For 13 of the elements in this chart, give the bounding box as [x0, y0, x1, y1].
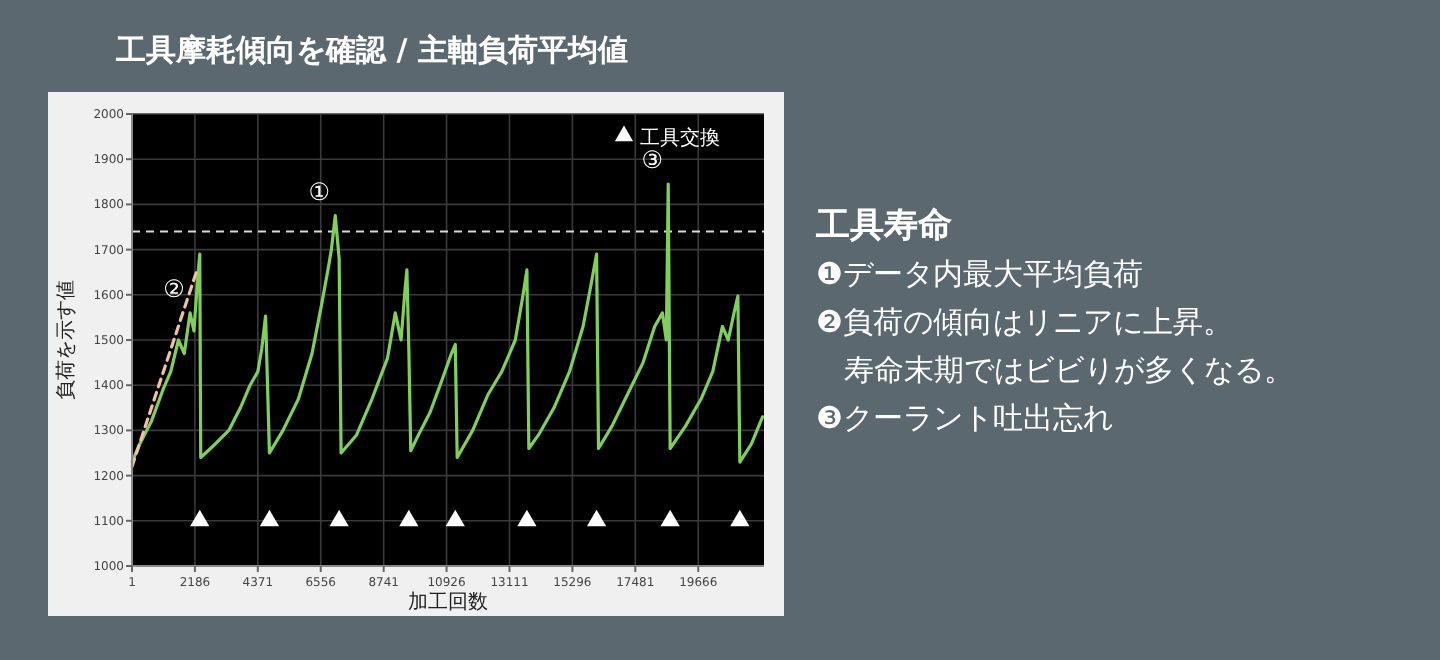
- x-axis-title: 加工回数: [408, 590, 488, 614]
- line-series: [130, 182, 765, 464]
- annotation: ③: [641, 146, 663, 175]
- text: 工具寿命: [814, 206, 952, 246]
- text: ❸クーラント吐出忘れ: [816, 400, 1113, 436]
- annotation: ①: [308, 177, 331, 206]
- text: ❷負荷の傾向はリニアに上昇。: [816, 304, 1233, 340]
- text: 寿命末期ではビビりが多くなる。: [844, 352, 1294, 388]
- legend-label: 工具交換: [640, 126, 720, 150]
- annotation: ②: [163, 274, 185, 303]
- text: ❶データ内最大平均負荷: [816, 256, 1143, 292]
- chart-title: 工具摩耗傾向を確認 / 主軸負荷平均値: [114, 32, 628, 68]
- y-axis-title: 負荷を示す値: [54, 280, 78, 400]
